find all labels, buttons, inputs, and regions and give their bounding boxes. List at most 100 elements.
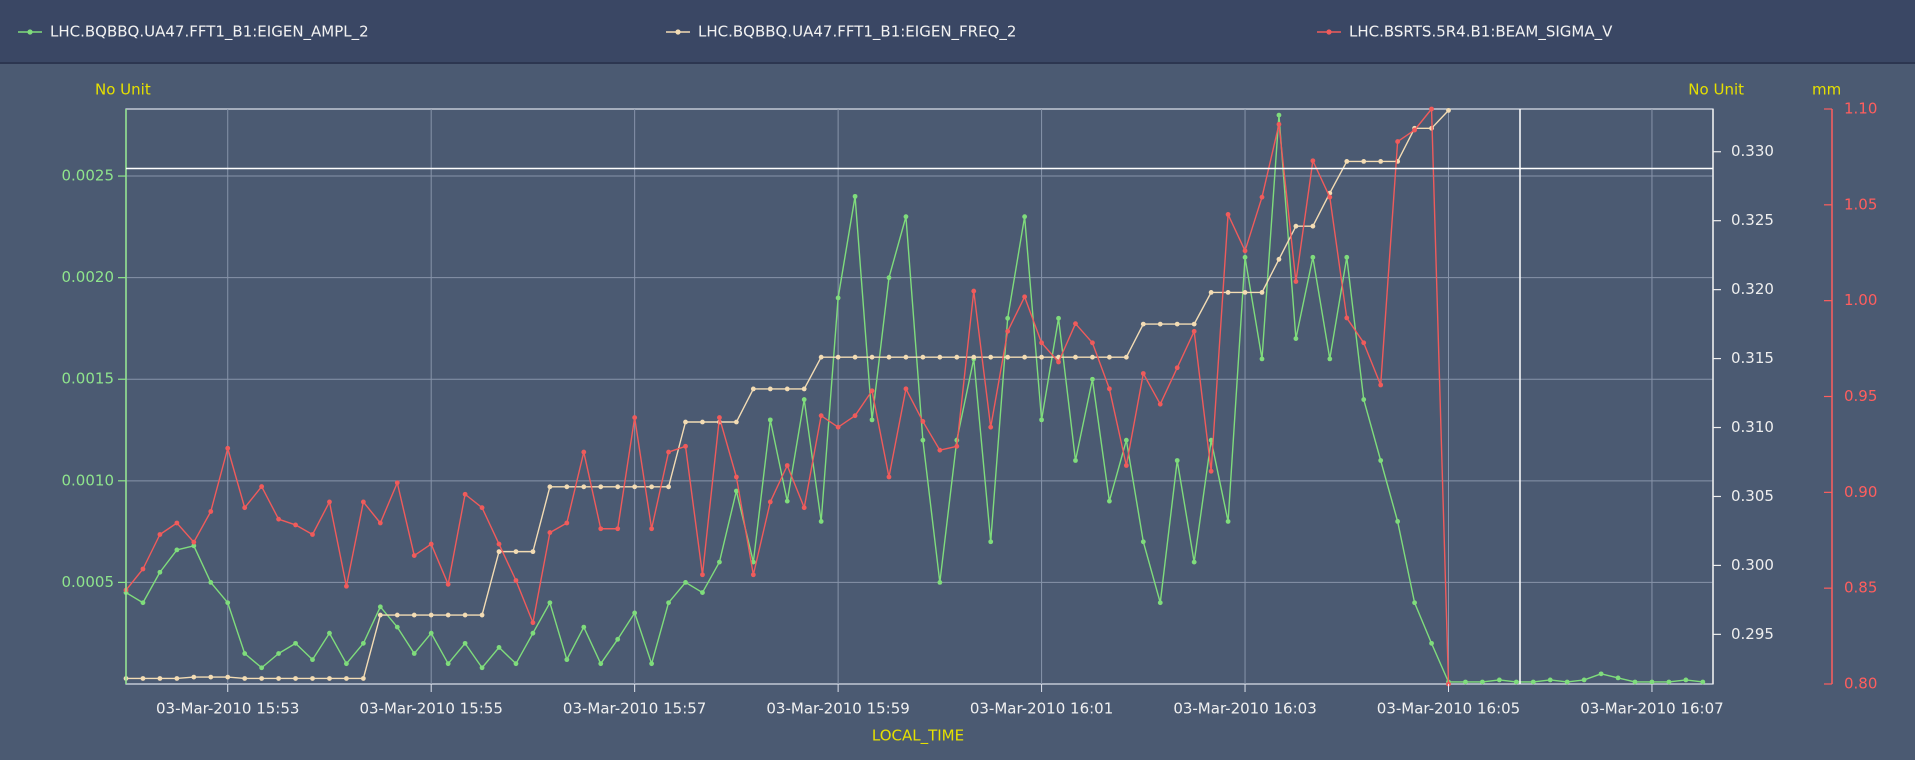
legend-label: LHC.BSRTS.5R4.B1:BEAM_SIGMA_V [1349, 23, 1613, 42]
series-point [259, 676, 265, 681]
series-point [360, 676, 366, 681]
series-point [1310, 158, 1316, 164]
legend-dot [1326, 29, 1332, 35]
series-point [1344, 254, 1350, 260]
series-point [1022, 294, 1028, 300]
series-point [784, 386, 790, 392]
x-tick-label: 03-Mar-2010 15:53 [156, 700, 299, 718]
series-point [1429, 640, 1434, 646]
series-point [1140, 321, 1146, 327]
series-point [750, 572, 756, 578]
series-point [869, 388, 875, 394]
series-point [344, 676, 349, 681]
series-point [869, 417, 875, 423]
series-point [157, 532, 163, 537]
series-point [1259, 194, 1265, 200]
y3-unit: mm [1812, 81, 1841, 99]
series-point [1140, 539, 1146, 545]
x-axis-title: LOCAL_TIME [872, 727, 964, 746]
series-point [530, 620, 536, 626]
series-point [801, 505, 807, 511]
series-point [733, 488, 739, 494]
series-point [937, 447, 943, 453]
series-point [1530, 679, 1536, 685]
series-point [242, 676, 248, 681]
legend-label: LHC.BQBBQ.UA47.FFT1_B1:EIGEN_AMPL_2 [50, 23, 369, 42]
series-point [1632, 679, 1638, 685]
series-point [259, 484, 265, 489]
series-point [242, 505, 248, 511]
series-point [462, 640, 468, 646]
series-point [903, 386, 909, 392]
series-point [310, 657, 315, 663]
y2-tick-label: 0.330 [1731, 142, 1774, 160]
series-point [293, 640, 298, 646]
series-point [191, 539, 197, 545]
series-point [1039, 417, 1044, 423]
series-point [208, 674, 214, 680]
legend: LHC.BQBBQ.UA47.FFT1_B1:EIGEN_AMPL_2 LHC.B… [18, 23, 1613, 42]
series-point [428, 630, 434, 636]
series-point [394, 612, 400, 618]
series-point [598, 484, 604, 490]
series-point [1174, 321, 1180, 327]
series-point [784, 463, 790, 468]
series-point [954, 443, 960, 449]
series-point [1242, 248, 1248, 254]
y3-tick-label: 0.95 [1844, 387, 1877, 405]
series-point [632, 610, 638, 616]
series-point [344, 661, 349, 667]
series-point [479, 612, 485, 618]
series-point [1191, 559, 1197, 565]
series-point [1174, 365, 1180, 371]
series-point [581, 624, 587, 630]
series-point [1496, 677, 1502, 683]
series-point [1649, 679, 1655, 685]
series-point [1446, 107, 1451, 113]
series-point [191, 543, 197, 549]
series-point [1412, 127, 1417, 133]
series-point [191, 674, 197, 680]
series-point [547, 484, 553, 490]
series-point [1039, 340, 1044, 346]
series-point [1276, 121, 1282, 127]
series-point [462, 491, 468, 497]
series-point [1022, 354, 1028, 360]
y-unit: No Unit [95, 81, 151, 99]
series-point [1106, 386, 1112, 392]
series-point [1615, 675, 1621, 681]
series-point [767, 499, 773, 505]
series-point [818, 519, 824, 524]
y3-tick-label: 0.90 [1844, 483, 1877, 501]
series-point [666, 449, 671, 455]
series-point [1564, 679, 1570, 685]
series-point [1225, 212, 1231, 217]
series-point [1412, 600, 1417, 606]
y-tick-label: 0.0010 [62, 471, 115, 489]
y2-tick-label: 0.310 [1731, 418, 1774, 436]
series-point [276, 651, 281, 656]
series-point [1157, 401, 1163, 407]
y2-tick-label: 0.315 [1731, 349, 1774, 367]
series-point [767, 417, 773, 423]
series-point [140, 676, 146, 681]
series-point [683, 580, 688, 585]
y2-unit: No Unit [1688, 81, 1744, 99]
series-point [1547, 677, 1553, 683]
series-point [1106, 498, 1112, 504]
y2-tick-label: 0.300 [1731, 556, 1774, 574]
series-point [649, 484, 655, 490]
series-point [750, 559, 756, 565]
series-point [530, 549, 536, 555]
series-point [259, 665, 265, 671]
series-point [700, 590, 705, 595]
series-point [937, 580, 943, 585]
series-point [988, 354, 994, 360]
series-point [547, 530, 553, 535]
series-point [1073, 458, 1078, 463]
legend-dot [27, 29, 33, 35]
series-point [445, 661, 451, 667]
series-point [920, 354, 926, 360]
x-tick-label: 03-Mar-2010 15:59 [766, 700, 909, 718]
